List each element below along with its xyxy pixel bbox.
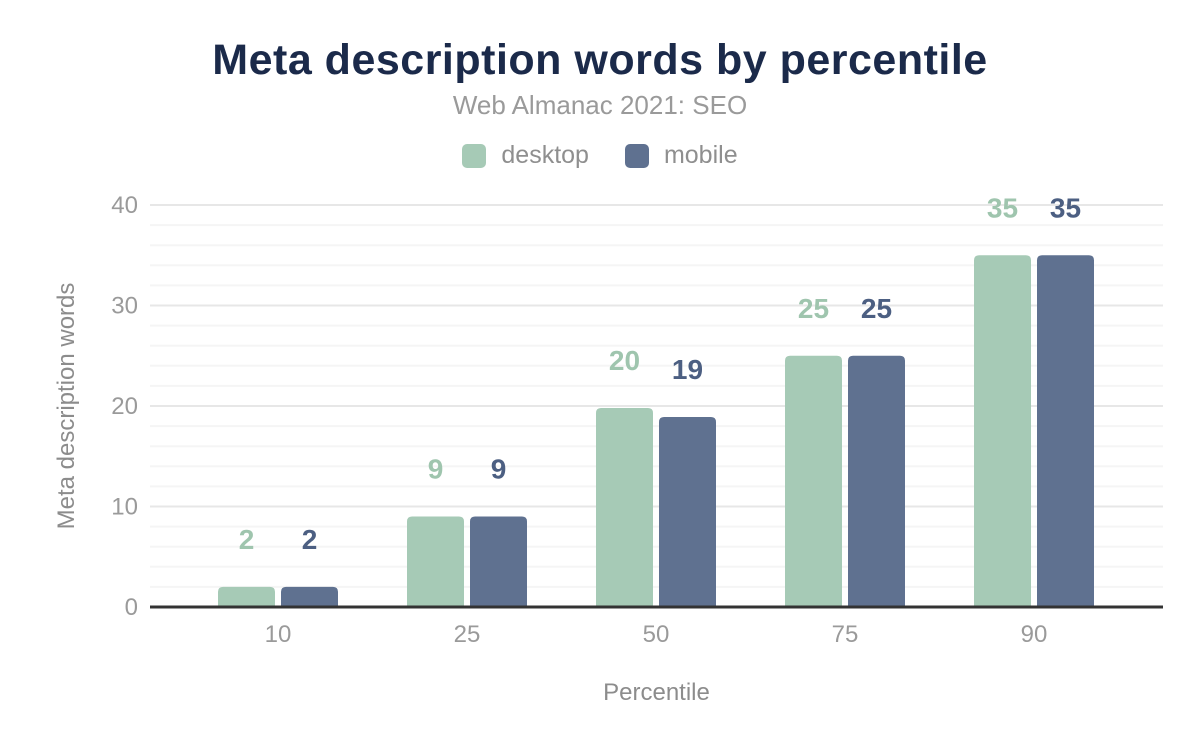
bar-mobile-10 xyxy=(281,586,338,607)
y-tick-label: 30 xyxy=(111,293,138,320)
mobile-series-swatch xyxy=(624,143,649,168)
bar-desktop-25 xyxy=(407,516,464,607)
desktop-series-swatch xyxy=(462,143,487,168)
legend-label-mobile: mobile xyxy=(663,141,738,169)
legend-item-mobile[interactable]: mobile xyxy=(624,141,738,170)
legend: desktop mobile xyxy=(0,141,1200,170)
value-label-mobile-90: 35 xyxy=(1050,192,1081,223)
x-tick-label: 90 xyxy=(1021,621,1048,648)
bar-desktop-10 xyxy=(218,586,275,607)
x-axis-title: Percentile xyxy=(603,679,710,706)
bar-mobile-25 xyxy=(470,516,527,607)
legend-label-desktop: desktop xyxy=(501,141,589,169)
chart-subtitle: Web Almanac 2021: SEO xyxy=(452,90,748,120)
value-label-mobile-10: 2 xyxy=(302,524,318,555)
y-tick-label: 0 xyxy=(125,594,138,621)
y-tick-label: 40 xyxy=(111,192,138,219)
value-label-desktop-10: 2 xyxy=(239,524,255,555)
x-tick-label: 10 xyxy=(265,621,292,648)
value-label-desktop-75: 25 xyxy=(798,293,829,324)
x-tick-label: 50 xyxy=(643,621,670,648)
value-label-desktop-90: 35 xyxy=(987,192,1018,223)
bar-desktop-90 xyxy=(974,255,1031,607)
value-label-mobile-25: 9 xyxy=(491,454,507,485)
y-tick-label: 20 xyxy=(111,393,138,420)
bar-desktop-75 xyxy=(785,355,842,607)
legend-item-desktop[interactable]: desktop xyxy=(462,141,589,170)
value-label-desktop-50: 20 xyxy=(609,345,640,376)
bar-mobile-75 xyxy=(848,355,905,607)
value-label-mobile-75: 25 xyxy=(861,293,892,324)
bar-desktop-50 xyxy=(596,408,653,607)
x-tick-label: 75 xyxy=(832,621,859,648)
bar-mobile-50 xyxy=(659,417,716,607)
x-tick-label: 25 xyxy=(454,621,481,648)
chart-title: Meta description words by percentile xyxy=(212,36,988,84)
y-axis-title: Meta description words xyxy=(53,283,80,530)
bar-mobile-90 xyxy=(1037,255,1094,607)
value-label-desktop-25: 9 xyxy=(428,454,444,485)
value-label-mobile-50: 19 xyxy=(672,354,703,385)
y-tick-label: 10 xyxy=(111,494,138,521)
